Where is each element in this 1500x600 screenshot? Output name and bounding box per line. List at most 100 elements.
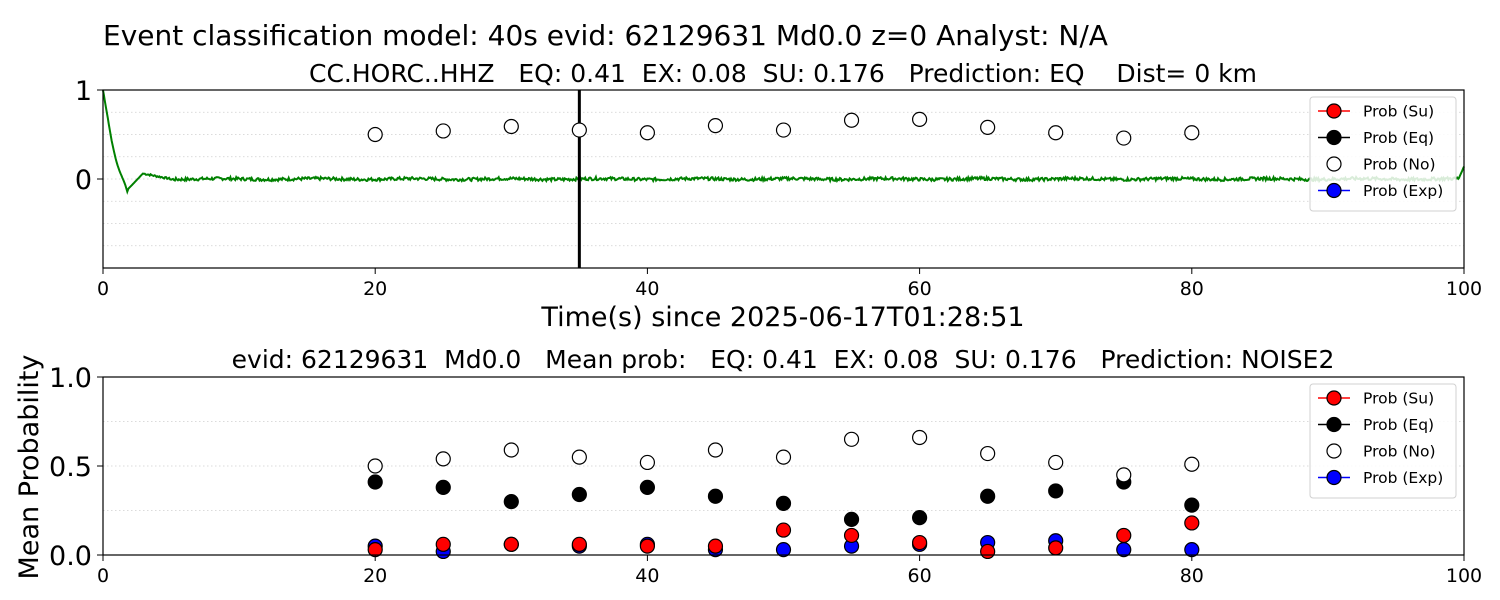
waveform-x-tick-label: 80 — [1180, 278, 1204, 300]
mean-prob-marker-prob-no — [911, 429, 928, 446]
mean-prob-marker-prob-no — [1116, 467, 1132, 483]
mean-prob-marker-prob-eq — [843, 511, 860, 528]
mean-prob-marker-prob-no — [367, 458, 383, 474]
mean-prob-marker-prob-eq — [503, 494, 519, 510]
mean-prob-marker-prob-eq — [435, 479, 451, 495]
waveform-marker-prob-no — [707, 117, 724, 134]
waveform-prob-markers — [367, 111, 1200, 146]
mean-prob-x-tick-label: 80 — [1180, 565, 1204, 587]
mean-prob-x-tick-label: 100 — [1446, 565, 1482, 587]
mean-prob-marker-prob-no — [503, 442, 519, 458]
waveform-marker-prob-no — [639, 125, 656, 141]
mean-prob-legend-label-prob-no: Prob (No) — [1363, 443, 1436, 461]
mean-prob-x-tick-label: 20 — [363, 565, 387, 587]
waveform-x-tick-label: 100 — [1446, 278, 1482, 300]
mean-prob-marker-prob-eq — [980, 488, 996, 504]
waveform-legend-marker-prob-exp — [1326, 182, 1342, 199]
mean-prob-legend-marker-prob-no — [1326, 443, 1342, 459]
mean-prob-marker-prob-no — [571, 449, 587, 465]
mean-prob-marker-prob-su — [571, 536, 587, 552]
mean-prob-marker-prob-no — [843, 431, 860, 447]
mean-prob-ticks: 0 20 40 60 80 100 0.0 0.5 1.0 — [49, 363, 1482, 587]
waveform-x-axis-label: Time(s) since 2025-06-17T01:28:51 — [540, 302, 1024, 333]
waveform-marker-prob-no — [775, 122, 792, 138]
mean-prob-x-tick-label: 60 — [908, 565, 932, 587]
mean-prob-panel: evid: 62129631 Md0.0 Mean prob: EQ: 0.41… — [14, 345, 1482, 587]
mean-prob-marker-prob-su — [843, 527, 860, 544]
mean-prob-marker-prob-no — [435, 451, 451, 467]
waveform-panel: CC.HORC..HHZ EQ: 0.41 EX: 0.08 SU: 0.176… — [75, 59, 1482, 333]
waveform-marker-prob-no — [1116, 130, 1132, 146]
waveform-legend-label-prob-su: Prob (Su) — [1363, 103, 1434, 121]
mean-prob-marker-prob-no — [980, 445, 996, 462]
mean-prob-y-tick-label: 1.0 — [49, 363, 92, 394]
mean-prob-marker-prob-eq — [571, 486, 587, 503]
mean-prob-marker-prob-su — [1048, 540, 1064, 556]
waveform-marker-prob-no — [843, 112, 860, 128]
mean-prob-legend-marker-prob-eq — [1326, 416, 1342, 433]
waveform-marker-prob-no — [1184, 125, 1200, 141]
figure-suptitle: Event classification model: 40s evid: 62… — [103, 19, 1108, 52]
waveform-marker-prob-no — [503, 118, 519, 135]
waveform-x-tick-label: 40 — [635, 278, 659, 300]
mean-prob-marker-prob-su — [980, 543, 996, 560]
mean-prob-legend-frame — [1309, 383, 1457, 499]
mean-prob-marker-prob-su — [639, 538, 656, 554]
mean-prob-marker-prob-eq — [1048, 483, 1064, 499]
waveform-ticks: 0 20 40 60 80 100 1 0 — [75, 76, 1482, 300]
waveform-marker-prob-no — [367, 126, 383, 143]
mean-prob-markers — [367, 429, 1200, 560]
waveform-x-tick-label: 60 — [908, 278, 932, 300]
mean-prob-marker-prob-su — [911, 534, 928, 551]
mean-prob-marker-prob-eq — [707, 488, 724, 504]
mean-prob-marker-prob-eq — [775, 495, 792, 511]
waveform-legend-marker-prob-eq — [1326, 129, 1342, 146]
waveform-x-tick-label: 20 — [363, 278, 387, 300]
mean-prob-y-tick-label: 0.0 — [49, 541, 92, 572]
waveform-legend-label-prob-exp: Prob (Exp) — [1363, 182, 1443, 200]
mean-prob-marker-prob-su — [435, 536, 451, 552]
mean-prob-x-tick-label: 40 — [635, 565, 659, 587]
waveform-y-tick-label: 0 — [75, 165, 92, 196]
mean-prob-marker-prob-no — [1184, 456, 1200, 472]
mean-prob-y-axis-label: Mean Probability — [14, 355, 45, 580]
waveform-x-tick-label: 0 — [97, 278, 109, 300]
waveform-legend-marker-prob-su — [1326, 103, 1342, 119]
mean-prob-marker-prob-su — [1116, 527, 1132, 544]
mean-prob-marker-prob-su — [775, 522, 792, 538]
mean-prob-marker-prob-no — [639, 454, 656, 471]
waveform-marker-prob-no — [980, 119, 996, 135]
waveform-legend: Prob (Su) Prob (Eq) Prob (No) Prob (Exp) — [1309, 96, 1457, 212]
mean-prob-x-tick-label: 0 — [97, 565, 109, 587]
waveform-panel-title: CC.HORC..HHZ EQ: 0.41 EX: 0.08 SU: 0.176… — [309, 59, 1257, 88]
waveform-legend-marker-prob-no — [1326, 156, 1342, 172]
mean-prob-legend-marker-prob-exp — [1326, 469, 1342, 486]
mean-prob-legend-label-prob-eq: Prob (Eq) — [1363, 416, 1434, 434]
mean-prob-marker-prob-eq — [1184, 497, 1200, 513]
mean-prob-legend-label-prob-exp: Prob (Exp) — [1363, 469, 1443, 487]
mean-prob-legend-marker-prob-su — [1326, 390, 1342, 406]
waveform-trace — [102, 89, 1465, 195]
mean-prob-marker-prob-su — [503, 536, 519, 552]
mean-prob-marker-prob-no — [1048, 454, 1064, 471]
waveform-legend-label-prob-eq: Prob (Eq) — [1363, 129, 1434, 147]
mean-prob-marker-prob-eq — [367, 474, 383, 490]
mean-prob-panel-title: evid: 62129631 Md0.0 Mean prob: EQ: 0.41… — [232, 345, 1335, 374]
mean-prob-y-tick-label: 0.5 — [49, 452, 92, 483]
waveform-legend-label-prob-no: Prob (No) — [1363, 156, 1436, 174]
waveform-marker-prob-no — [1048, 125, 1064, 141]
waveform-y-tick-label: 1 — [75, 76, 92, 107]
mean-prob-marker-prob-su — [1184, 515, 1200, 531]
waveform-marker-prob-no — [911, 111, 928, 127]
mean-prob-marker-prob-su — [707, 538, 724, 554]
waveform-legend-frame — [1309, 96, 1457, 212]
mean-prob-marker-prob-no — [707, 442, 724, 458]
waveform-marker-prob-no — [571, 122, 587, 138]
mean-prob-marker-prob-no — [775, 449, 792, 465]
mean-prob-marker-prob-eq — [911, 510, 928, 526]
mean-prob-legend-label-prob-su: Prob (Su) — [1363, 390, 1434, 408]
waveform-marker-prob-no — [435, 123, 451, 139]
mean-prob-marker-prob-exp — [775, 542, 792, 558]
mean-prob-legend: Prob (Su) Prob (Eq) Prob (No) Prob (Exp) — [1309, 383, 1457, 499]
